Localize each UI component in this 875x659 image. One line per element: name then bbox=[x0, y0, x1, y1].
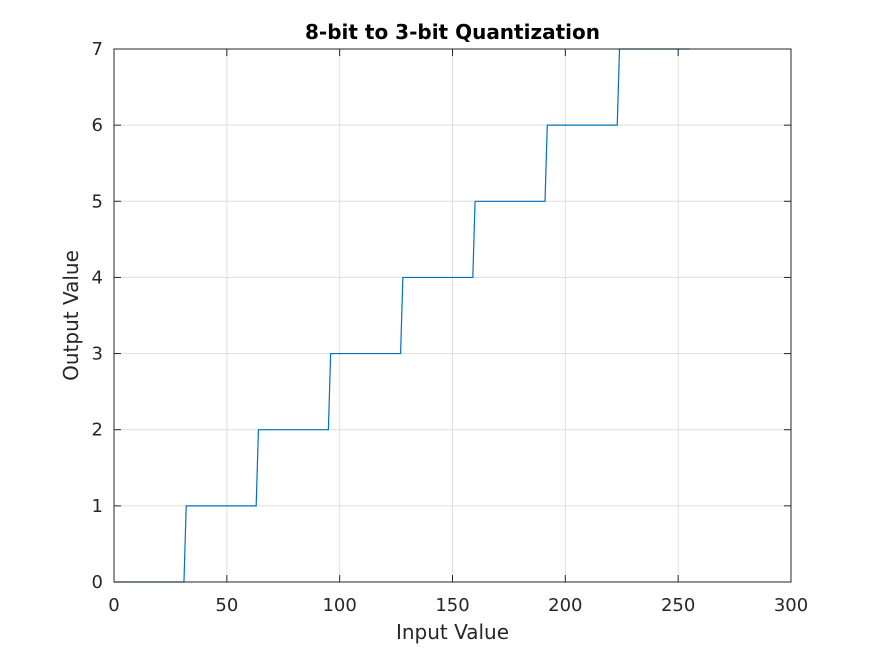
y-axis-label: Output Value bbox=[59, 250, 83, 381]
x-tick-label: 0 bbox=[108, 595, 119, 616]
x-tick-label: 250 bbox=[661, 595, 695, 616]
tick-marks bbox=[113, 48, 792, 583]
x-tick-label: 50 bbox=[215, 595, 238, 616]
x-tick-label: 300 bbox=[774, 595, 808, 616]
tick-labels: 0 50 100 150 200 250 300 0 1 2 3 4 5 6 7 bbox=[92, 39, 809, 616]
series-layer bbox=[114, 48, 690, 583]
series-line bbox=[114, 48, 690, 583]
x-tick-label: 150 bbox=[435, 595, 469, 616]
y-tick-label: 7 bbox=[92, 39, 103, 60]
chart-title: 8-bit to 3-bit Quantization bbox=[305, 20, 600, 44]
x-tick-label: 100 bbox=[322, 595, 356, 616]
y-tick-label: 2 bbox=[92, 420, 103, 441]
y-tick-label: 4 bbox=[92, 267, 103, 288]
grid-lines bbox=[114, 49, 791, 582]
y-tick-label: 3 bbox=[92, 344, 103, 365]
x-axis-label: Input Value bbox=[396, 620, 509, 644]
y-tick-label: 5 bbox=[92, 191, 103, 212]
y-tick-label: 1 bbox=[92, 496, 103, 517]
y-tick-label: 6 bbox=[92, 115, 103, 136]
y-tick-label: 0 bbox=[92, 572, 103, 593]
x-tick-label: 200 bbox=[548, 595, 582, 616]
